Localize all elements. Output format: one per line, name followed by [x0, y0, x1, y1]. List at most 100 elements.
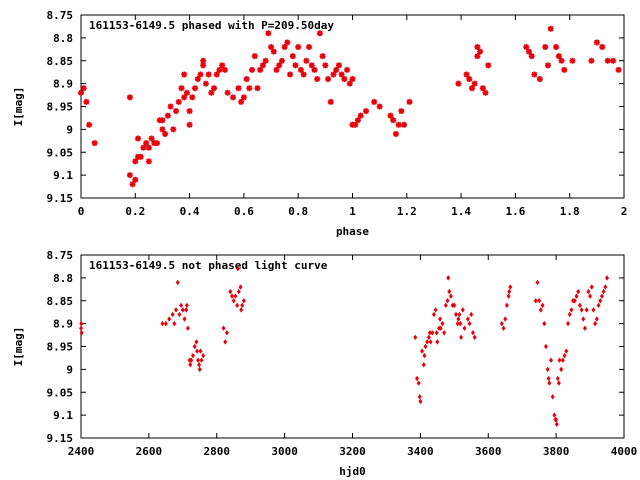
data-point	[430, 330, 435, 336]
data-point	[415, 375, 419, 382]
data-point	[499, 320, 504, 327]
data-point	[327, 98, 334, 105]
data-point	[154, 140, 161, 147]
x-axis-label: phase	[336, 225, 369, 238]
x-tick-label: 0	[78, 205, 85, 218]
data-point	[545, 366, 550, 373]
data-point	[246, 85, 253, 92]
data-point	[574, 293, 579, 299]
data-point	[91, 140, 98, 147]
data-point	[172, 320, 177, 327]
data-point	[349, 76, 356, 83]
data-point	[416, 380, 421, 386]
data-point	[533, 298, 538, 304]
data-point	[262, 57, 269, 64]
y-tick-label: 9.05	[47, 386, 74, 399]
data-point	[211, 85, 218, 92]
data-point	[175, 98, 182, 105]
x-tick-label: 1.2	[397, 205, 417, 218]
data-point	[79, 325, 83, 331]
data-point	[179, 302, 184, 309]
data-point	[224, 89, 231, 96]
data-point	[543, 343, 548, 350]
data-point	[446, 275, 451, 281]
data-point	[167, 316, 172, 322]
y-tick-label: 9.15	[47, 432, 74, 445]
data-point	[586, 288, 591, 295]
data-point	[183, 89, 190, 96]
data-point	[223, 339, 228, 345]
y-tick-label: 8.8	[53, 272, 73, 285]
data-point	[170, 126, 177, 133]
data-point	[195, 348, 200, 354]
data-point	[562, 352, 567, 359]
data-point	[292, 62, 299, 69]
data-point	[174, 307, 178, 313]
data-point	[523, 44, 530, 51]
data-point	[194, 76, 201, 83]
data-point	[596, 302, 601, 309]
data-point	[194, 339, 199, 345]
data-point	[557, 357, 562, 363]
data-point	[198, 348, 203, 354]
data-point	[395, 121, 402, 128]
data-point	[452, 302, 457, 309]
data-point	[560, 357, 565, 363]
data-point	[170, 311, 175, 318]
data-point	[610, 57, 617, 64]
x-tick-label: 2	[621, 205, 628, 218]
data-point	[143, 140, 150, 147]
x-tick-label: 2800	[204, 445, 231, 458]
data-point	[265, 30, 272, 37]
x-tick-label: 0.8	[288, 205, 308, 218]
data-point	[239, 307, 244, 313]
data-point	[186, 108, 193, 115]
data-point	[177, 311, 182, 318]
data-point	[542, 44, 549, 51]
data-point	[576, 288, 581, 295]
data-point	[584, 307, 589, 313]
data-point	[308, 62, 315, 69]
x-axis-label: hjd0	[339, 465, 366, 478]
data-point	[508, 284, 513, 290]
data-point	[86, 121, 93, 128]
y-tick-label: 9	[66, 363, 73, 376]
data-point	[413, 334, 418, 341]
data-point	[546, 375, 551, 382]
data-point	[371, 98, 378, 105]
data-point	[457, 311, 462, 318]
data-point	[357, 112, 364, 119]
data-point	[352, 121, 359, 128]
data-point	[181, 94, 188, 101]
data-point	[477, 48, 484, 55]
data-point	[162, 130, 169, 137]
data-point	[202, 80, 209, 87]
data-point	[230, 94, 237, 101]
data-point	[167, 103, 174, 110]
data-point	[455, 80, 462, 87]
data-point	[538, 307, 543, 313]
data-point	[552, 412, 557, 418]
data-point	[474, 53, 481, 60]
data-point	[398, 108, 405, 115]
data-point	[593, 39, 600, 46]
data-point	[479, 85, 486, 92]
data-point	[235, 85, 242, 92]
data-point	[561, 66, 568, 73]
data-point	[164, 112, 171, 119]
data-point	[588, 293, 593, 299]
data-point	[178, 85, 185, 92]
data-point	[456, 316, 461, 322]
unphased-light-curve-plot: 161153-6149.5 not phased light curve hjd…	[12, 249, 637, 478]
y-tick-label: 9.05	[47, 146, 74, 159]
data-point	[581, 316, 586, 322]
data-point	[598, 298, 603, 304]
data-point	[281, 44, 288, 51]
data-point	[462, 325, 467, 331]
x-tick-label: 0.4	[180, 205, 200, 218]
data-point	[341, 76, 348, 83]
x-tick-label: 2600	[136, 445, 163, 458]
data-point	[605, 275, 610, 281]
data-point	[182, 316, 187, 322]
